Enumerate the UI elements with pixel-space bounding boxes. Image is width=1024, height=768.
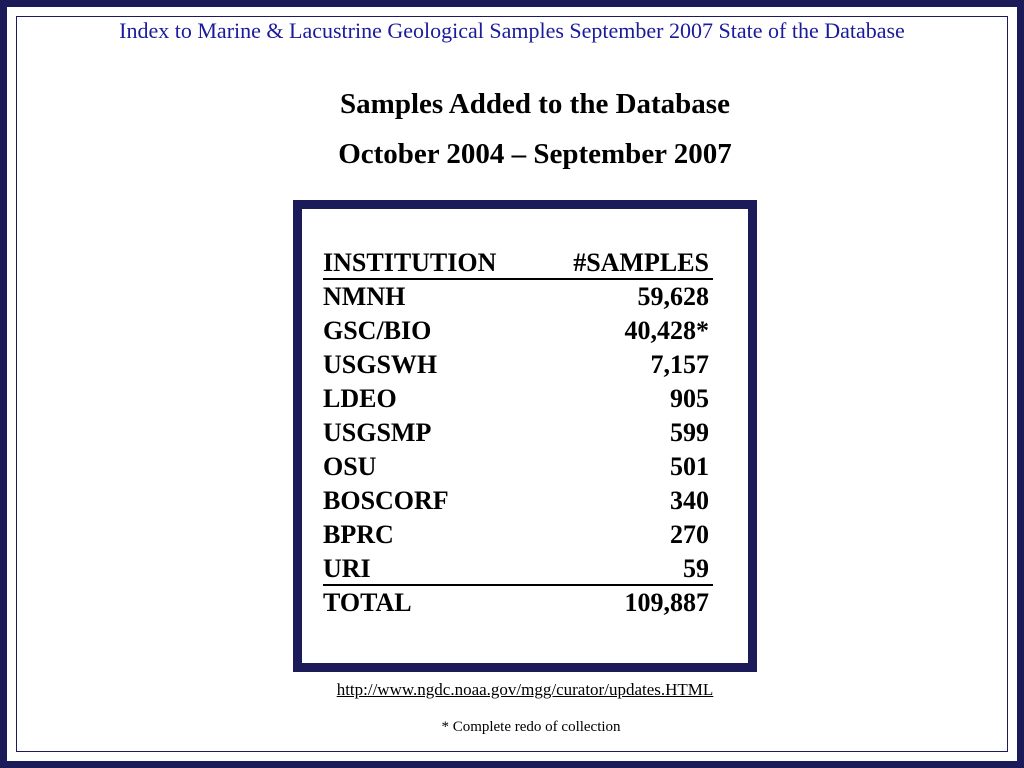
sample-count: #SAMPLES <box>573 248 709 277</box>
table-row: NMNH 59,628 <box>323 282 713 316</box>
frame-inner <box>16 16 1008 752</box>
institution: NMNH <box>323 282 406 311</box>
table-row: TOTAL 109,887 <box>323 588 713 622</box>
sample-count: 270 <box>670 520 709 549</box>
table-row: URI 59 <box>323 554 713 586</box>
table-row: BOSCORF 340 <box>323 486 713 520</box>
table-box <box>293 200 757 672</box>
sample-count: 7,157 <box>650 350 710 379</box>
institution: INSTITUTION <box>323 248 497 277</box>
sample-count: 599 <box>670 418 709 447</box>
header-title: Index to Marine & Lacustrine Geological … <box>119 18 905 43</box>
slide-subtitle: October 2004 – September 2007 <box>338 138 732 170</box>
institution: URI <box>323 554 371 583</box>
table-row: USGSWH 7,157 <box>323 350 713 384</box>
sample-count: 40,428* <box>624 316 710 345</box>
institution: TOTAL <box>323 588 412 617</box>
table-row: BPRC 270 <box>323 520 713 554</box>
sample-count: 59,628 <box>637 282 710 311</box>
table-row: USGSMP 599 <box>323 418 713 452</box>
institution: BPRC <box>323 520 394 549</box>
slide-title: Samples Added to the Database <box>340 88 730 120</box>
sample-count: 501 <box>670 452 709 481</box>
sample-count: 109,887 <box>624 588 710 617</box>
institution: GSC/BIO <box>323 316 432 345</box>
table-row: OSU 501 <box>323 452 713 486</box>
institution: USGSMP <box>323 418 432 447</box>
institution: LDEO <box>323 384 397 413</box>
institution: OSU <box>323 452 377 481</box>
table-row: INSTITUTION #SAMPLES <box>323 248 713 280</box>
sample-count: 340 <box>670 486 709 515</box>
sample-count: 905 <box>670 384 709 413</box>
link[interactable]: http://www.ngdc.noaa.gov/mgg/curator/upd… <box>336 680 714 699</box>
table-row: GSC/BIO 40,428* <box>323 316 713 350</box>
table-row: LDEO 905 <box>323 384 713 418</box>
sample-count: 59 <box>683 554 709 583</box>
institution: USGSWH <box>323 350 438 379</box>
footnote: * Complete redo of collection <box>441 719 621 735</box>
institution: BOSCORF <box>323 486 449 515</box>
